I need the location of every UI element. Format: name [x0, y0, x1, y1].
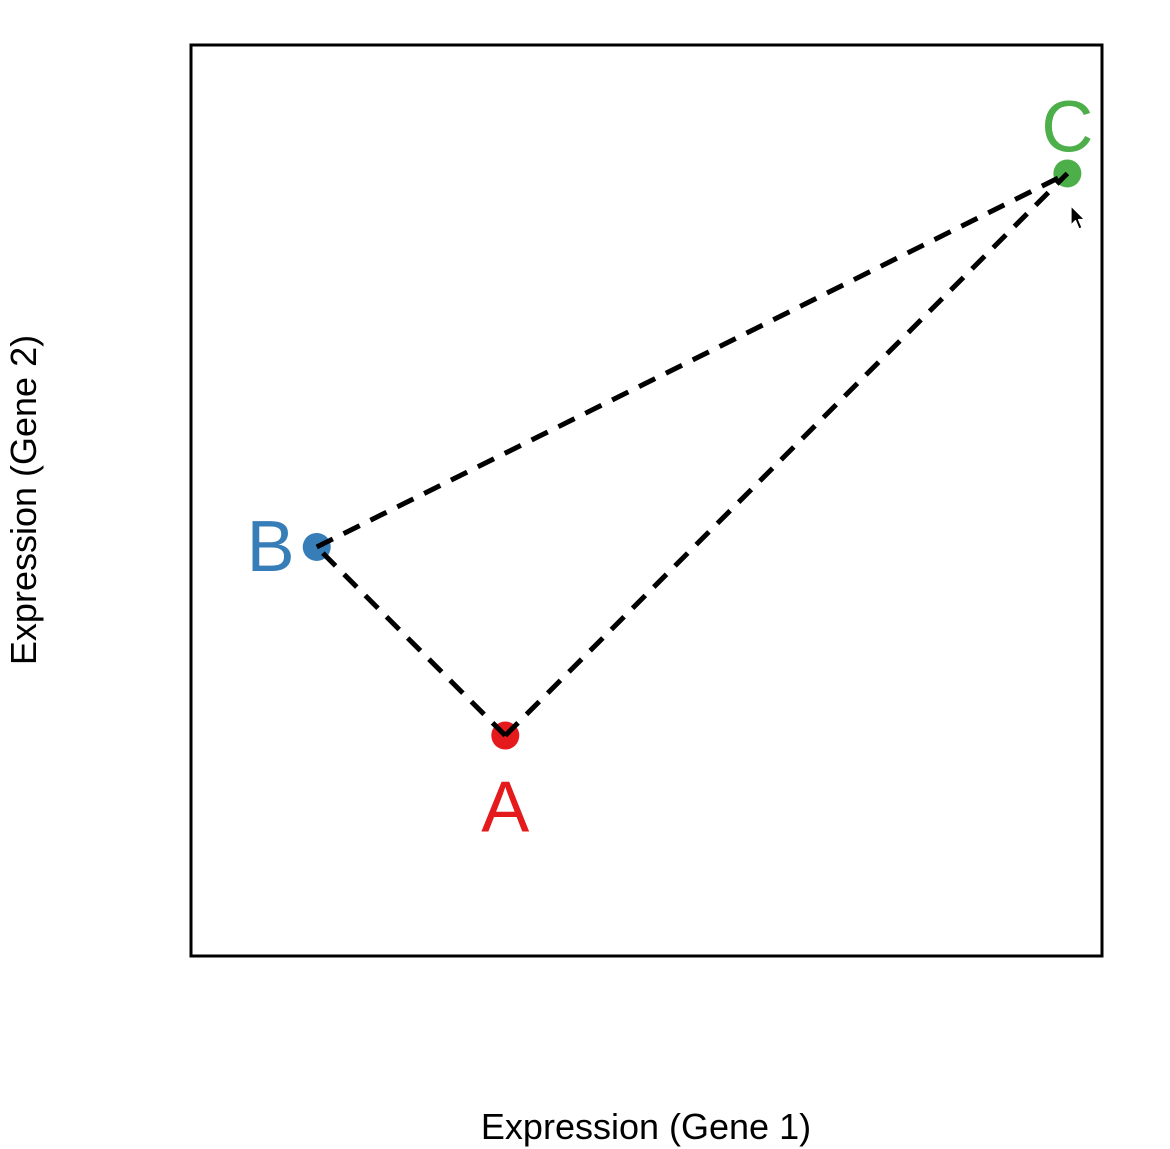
point-label-c: C: [1041, 87, 1093, 167]
point-label-a: A: [481, 768, 529, 848]
point-label-b: B: [247, 507, 295, 587]
labels-layer: A B C: [247, 87, 1094, 847]
x-axis-label: Expression (Gene 1): [481, 1106, 811, 1147]
points-layer: [302, 159, 1082, 750]
dashed-segment-a-c: [503, 171, 1070, 738]
mouse-pointer-icon: [1070, 205, 1086, 230]
plot-frame: [189, 43, 1104, 958]
dashed-segment-a-b: [314, 545, 508, 738]
y-axis-label: Expression (Gene 2): [3, 335, 44, 665]
dashed-segment-b-c: [315, 171, 1069, 550]
segments-layer: [314, 171, 1070, 738]
